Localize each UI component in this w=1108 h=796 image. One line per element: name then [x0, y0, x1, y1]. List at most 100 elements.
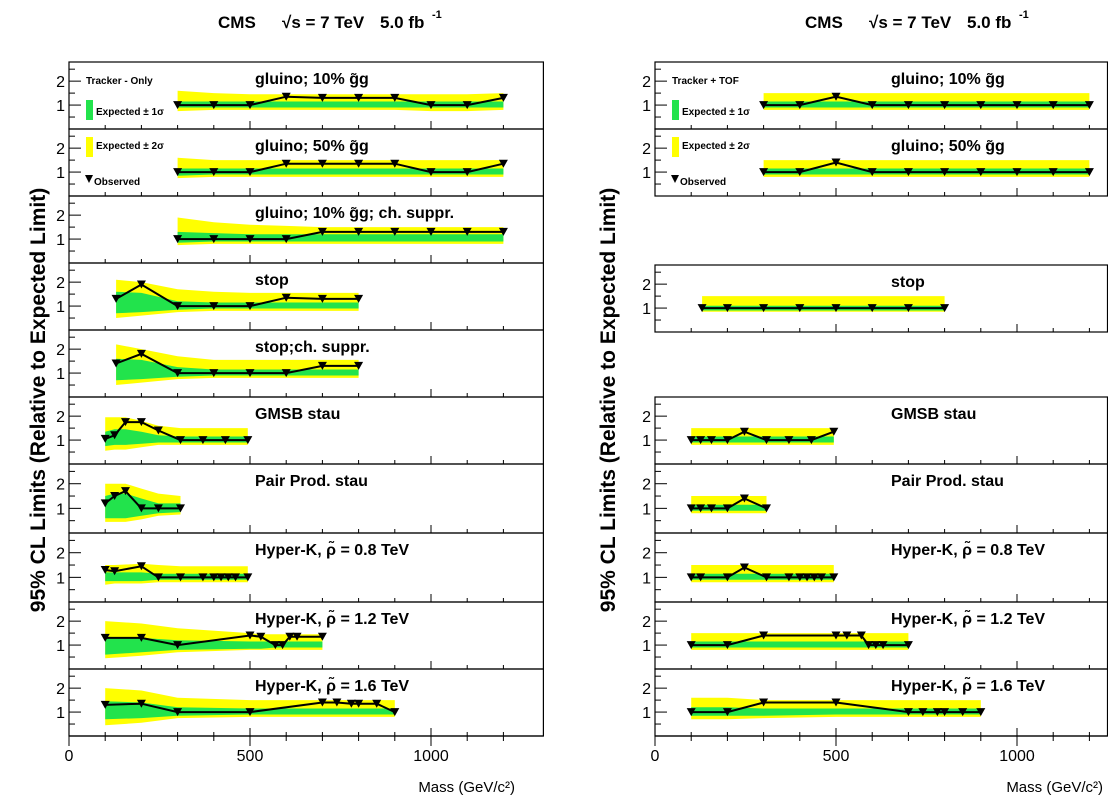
observed-marker [903, 168, 913, 177]
observed-marker [426, 227, 436, 236]
panel-label: Hyper-K, ρ̃ = 1.6 TeV [891, 675, 1045, 695]
panel: 1 2 stop;ch. suppr. [56, 329, 544, 398]
observed-marker [739, 563, 749, 572]
y-tick-label: 1 [56, 98, 65, 115]
observed-marker [281, 293, 291, 302]
header-energy: √s = 7 TeV [869, 13, 952, 32]
observed-marker [759, 101, 769, 110]
panel-label: gluino; 10% g̃g; ch. suppr. [255, 205, 454, 222]
x-axis-title-right: Mass (GeV/c²) [1006, 779, 1103, 796]
observed-marker [784, 436, 794, 445]
observed-marker [809, 573, 819, 582]
observed-line [115, 352, 359, 375]
panel-label: gluino; 50% g̃g [255, 138, 369, 155]
observed-marker [903, 304, 913, 313]
observed-marker [932, 708, 942, 717]
panel-label: gluino; 50% g̃g [891, 138, 1005, 155]
observed-marker [245, 168, 255, 177]
y-axis-title-right: 95% CL Limits (Relative to Expected Limi… [597, 188, 620, 612]
observed-marker [1048, 168, 1058, 177]
observed-marker [317, 632, 327, 641]
observed-marker [216, 573, 226, 582]
observed-marker [462, 227, 472, 236]
observed-marker [462, 168, 472, 177]
observed-marker [173, 708, 183, 717]
observed-marker [100, 499, 110, 508]
observed-marker [722, 504, 732, 513]
observed-marker [829, 573, 839, 582]
observed-marker [354, 294, 364, 303]
panel: 1 2 Hyper-K, ρ̃ = 1.6 TeV [56, 668, 544, 737]
panel: 1 2 Hyper-K, ρ̃ = 1.6 TeV [642, 668, 1108, 737]
y-tick-label: 1 [642, 501, 651, 518]
y-tick-label: 1 [56, 638, 65, 655]
panel: 1 2 Hyper-K, ρ̃ = 0.8 TeV [56, 532, 544, 603]
observed-marker [245, 235, 255, 244]
y-tick-label: 1 [642, 570, 651, 587]
observed-line [104, 489, 181, 510]
observed-marker [390, 159, 400, 168]
observed-marker [976, 101, 986, 110]
y-tick-label: 1 [56, 232, 65, 249]
panel: 1 2 Hyper-K, ρ̃ = 1.2 TeV [56, 601, 544, 670]
observed-marker [317, 698, 327, 707]
observed-marker [245, 631, 255, 640]
observed-marker [940, 168, 950, 177]
observed-marker [390, 708, 400, 717]
observed-marker [784, 573, 794, 582]
observed-marker [317, 294, 327, 303]
observed-marker [1084, 101, 1094, 110]
observed-marker [209, 573, 219, 582]
y-tick-label: 1 [56, 299, 65, 316]
panel-label: Hyper-K, ρ̃ = 1.2 TeV [255, 608, 409, 628]
y-tick-label: 1 [642, 433, 651, 450]
observed-marker [110, 431, 120, 440]
observed-marker [806, 436, 816, 445]
legend-swatch-1sigma [672, 100, 679, 120]
detector-label: Tracker + TOF [672, 76, 739, 87]
observed-marker [722, 573, 732, 582]
observed-marker [759, 168, 769, 177]
y-tick-label: 1 [56, 570, 65, 587]
observed-marker [426, 168, 436, 177]
x-axis: 0 500 1000 [651, 735, 1108, 765]
observed-marker [281, 159, 291, 168]
observed-marker [136, 562, 146, 571]
observed-marker [245, 302, 255, 311]
panel: 1 2 gluino; 10% g̃g [56, 61, 544, 130]
panel-label: Hyper-K, ρ̃ = 0.8 TeV [891, 539, 1045, 559]
observed-marker [390, 227, 400, 236]
observed-marker [903, 708, 913, 717]
observed-marker [462, 101, 472, 110]
observed-marker [686, 573, 696, 582]
observed-marker [759, 631, 769, 640]
observed-line [115, 283, 359, 308]
panel-label: Hyper-K, ρ̃ = 1.2 TeV [891, 608, 1045, 628]
x-tick-label: 0 [65, 748, 74, 765]
observed-marker [706, 436, 716, 445]
legend-label-1sigma: Expected ± 1σ [96, 107, 164, 118]
panel: 1 2 gluino; 10% g̃g [642, 61, 1108, 130]
observed-marker [173, 235, 183, 244]
legend-swatch-2sigma [86, 137, 93, 157]
observed-marker [317, 159, 327, 168]
observed-line [105, 701, 396, 714]
observed-marker [231, 573, 241, 582]
y-tick-label: 1 [642, 301, 651, 318]
observed-marker [686, 641, 696, 650]
observed-marker [245, 101, 255, 110]
observed-marker [722, 304, 732, 313]
observed-marker [761, 504, 771, 513]
observed-marker [722, 436, 732, 445]
y-tick-label: 1 [56, 501, 65, 518]
observed-marker [209, 101, 219, 110]
observed-marker [795, 101, 805, 110]
observed-marker [111, 294, 121, 303]
observed-marker [686, 436, 696, 445]
observed-marker [871, 641, 881, 650]
x-axis-title-left: Mass (GeV/c²) [418, 779, 515, 796]
observed-marker [285, 632, 295, 641]
observed-marker [153, 426, 163, 435]
observed-line [177, 162, 504, 174]
observed-line [763, 161, 1090, 174]
